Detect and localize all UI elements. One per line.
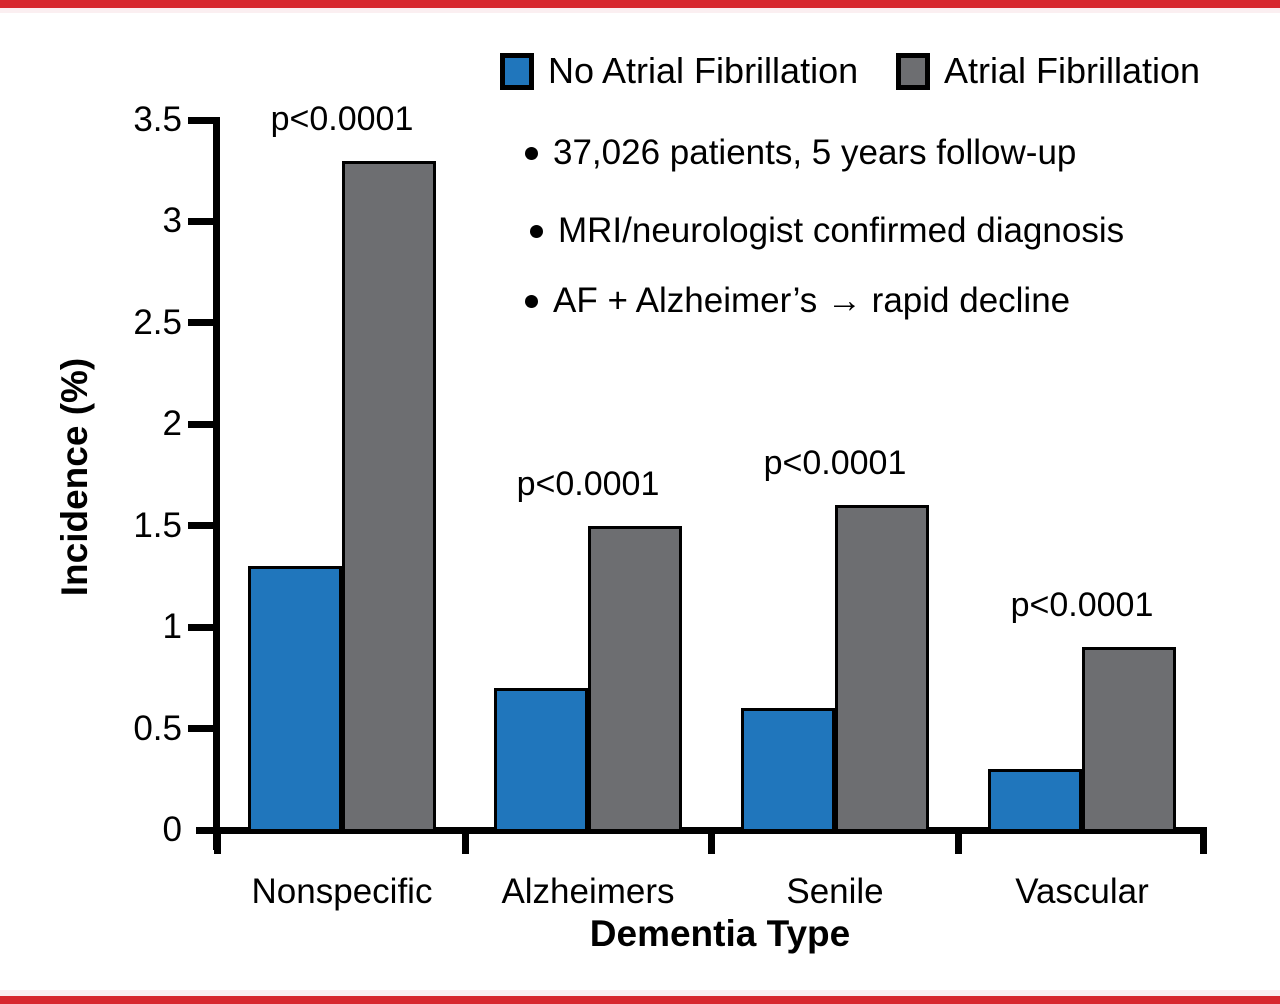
note-mri-diagnosis: MRI/neurologist confirmed diagnosis — [530, 211, 1125, 251]
note-text: AF + Alzheimer’s → rapid decline — [553, 281, 1071, 320]
bar-atrial-fibrillation-vascular — [1082, 647, 1176, 832]
y-axis-tick-2.5 — [188, 319, 214, 327]
y-axis-tick-label-1: 1 — [162, 607, 182, 647]
y-axis-tick-2 — [188, 420, 214, 428]
x-axis-boundary-tick-3 — [955, 830, 962, 854]
category-label-alzheimers: Alzheimers — [501, 872, 675, 911]
y-axis-title: Incidence (%) — [54, 357, 95, 597]
y-axis-tick-label-3.5: 3.5 — [133, 100, 182, 139]
y-axis-tick-label-2: 2 — [162, 404, 182, 444]
x-axis-boundary-tick-4 — [1199, 830, 1207, 854]
note-text: MRI/neurologist confirmed diagnosis — [558, 211, 1125, 250]
note-patients-followup: 37,026 patients, 5 years follow-up — [525, 133, 1077, 173]
category-label-nonspecific: Nonspecific — [251, 872, 433, 911]
bullet-icon — [525, 147, 538, 160]
legend-swatch-atrial-fibrillation — [896, 52, 930, 90]
legend-item-atrial-fibrillation: Atrial Fibrillation — [896, 51, 1200, 91]
y-axis-tick-label-0.5: 0.5 — [133, 708, 182, 748]
bullet-icon — [530, 225, 543, 238]
top-border-glow — [0, 8, 1280, 13]
x-axis-boundary-tick-0 — [213, 830, 221, 854]
y-axis-tick-label-3: 3 — [162, 201, 182, 241]
bar-atrial-fibrillation-nonspecific — [342, 160, 436, 832]
y-axis-tick-label-0: 0 — [162, 810, 182, 849]
bar-atrial-fibrillation-senile — [835, 505, 929, 832]
bar-no-atrial-fibrillation-senile — [741, 708, 835, 832]
p-value-label-alzheimers: p<0.0001 — [516, 464, 660, 503]
bar-no-atrial-fibrillation-nonspecific — [248, 566, 342, 832]
bar-atrial-fibrillation-alzheimers — [588, 525, 682, 832]
p-value-label-nonspecific: p<0.0001 — [270, 99, 414, 138]
bullet-icon — [525, 295, 538, 308]
p-value-label-senile: p<0.0001 — [763, 444, 907, 483]
legend-label-no-atrial-fibrillation: No Atrial Fibrillation — [548, 50, 859, 91]
y-axis-tick-label-1.5: 1.5 — [133, 505, 182, 545]
bar-no-atrial-fibrillation-vascular — [988, 769, 1082, 832]
y-axis-tick-1.5 — [188, 522, 214, 530]
y-axis-tick-3 — [188, 217, 214, 225]
y-axis-tick-label-2.5: 2.5 — [133, 302, 182, 342]
note-text: 37,026 patients, 5 years follow-up — [553, 133, 1077, 172]
note-af-alzheimers-decline: AF + Alzheimer’s → rapid decline — [525, 281, 1071, 321]
legend-swatch-no-atrial-fibrillation — [500, 52, 534, 90]
x-axis-line — [196, 827, 1207, 834]
y-axis-tick-1 — [188, 623, 214, 631]
y-axis-line — [213, 117, 220, 850]
bottom-border-glow — [0, 990, 1280, 996]
x-axis-boundary-tick-1 — [461, 830, 469, 854]
top-border-bar — [0, 0, 1280, 8]
category-label-vascular: Vascular — [1015, 872, 1149, 911]
x-axis-boundary-tick-2 — [708, 830, 715, 854]
y-axis-tick-0.5 — [188, 725, 214, 733]
p-value-label-vascular: p<0.0001 — [1010, 586, 1154, 625]
y-axis-tick-3.5 — [188, 116, 214, 124]
legend-label-atrial-fibrillation: Atrial Fibrillation — [944, 50, 1201, 91]
bottom-border-bar — [0, 996, 1280, 1004]
category-label-senile: Senile — [786, 872, 884, 911]
x-axis-title: Dementia Type — [589, 913, 851, 954]
bar-no-atrial-fibrillation-alzheimers — [494, 688, 588, 832]
legend-item-no-atrial-fibrillation: No Atrial Fibrillation — [500, 51, 858, 91]
